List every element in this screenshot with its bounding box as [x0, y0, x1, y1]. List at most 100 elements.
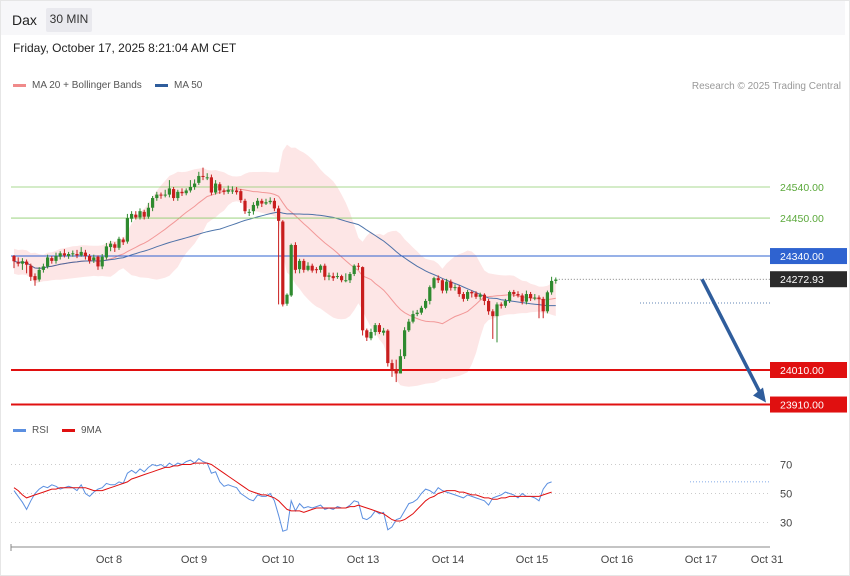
candle-body — [121, 239, 125, 243]
candle-body — [264, 202, 268, 204]
candle-body — [298, 260, 302, 270]
candle-body — [373, 325, 377, 333]
candle-body — [419, 307, 423, 313]
candle-body — [247, 211, 251, 213]
level-label: 24450.00 — [780, 213, 824, 225]
rsi-tick-label: 30 — [780, 518, 792, 530]
x-tick-label: Oct 10 — [262, 554, 294, 566]
candle-body — [365, 330, 369, 338]
x-tick-label: Oct 16 — [601, 554, 633, 566]
candle-body — [205, 177, 209, 179]
candle-body — [394, 370, 398, 374]
rsi-line — [13, 458, 552, 532]
candle-body — [104, 246, 108, 258]
level-value: 23910.00 — [780, 400, 824, 412]
candle-body — [235, 190, 239, 193]
candle-body — [209, 177, 213, 193]
candle-body — [293, 245, 297, 270]
candle-body — [176, 191, 180, 199]
candle-body — [251, 204, 255, 212]
candle-body — [520, 295, 524, 302]
candle-body — [550, 280, 554, 293]
candle-body — [407, 321, 411, 331]
research-credit: Research © 2025 Trading Central — [691, 81, 841, 92]
candle-body — [62, 253, 66, 256]
candle-body — [310, 265, 314, 271]
level-tag — [770, 362, 847, 378]
candle-body — [109, 243, 113, 248]
candle-body — [125, 218, 129, 242]
candle-body — [16, 262, 20, 264]
level-value: 24450.00 — [780, 213, 824, 225]
candle-body — [482, 294, 486, 301]
candle-body — [277, 208, 281, 221]
candle-body — [281, 221, 285, 305]
candle-body — [541, 298, 545, 312]
candle-body — [398, 356, 402, 374]
candle-body — [113, 244, 117, 248]
legend-label: MA 20 + Bollinger Bands — [32, 80, 142, 91]
last-price-tag — [770, 271, 847, 288]
candle-body — [386, 330, 390, 364]
candle-body — [503, 300, 507, 306]
candle-body — [382, 330, 386, 333]
candle-body — [314, 269, 318, 271]
candle-body — [256, 200, 260, 206]
candle-body — [470, 291, 474, 294]
candle-body — [327, 275, 331, 277]
candle-body — [222, 190, 226, 192]
candle-body — [508, 291, 512, 301]
candle-body — [180, 191, 184, 194]
level-tag — [770, 396, 847, 413]
candle-body — [197, 175, 201, 183]
candle-body — [117, 238, 121, 248]
level-value: 24340.00 — [780, 251, 824, 263]
legend-item-9ma: 9MA — [62, 425, 102, 436]
candle-body — [167, 188, 171, 195]
symbol-name: Dax — [12, 12, 37, 28]
candle-body — [516, 294, 520, 296]
candle-body — [46, 257, 50, 267]
candle-body — [71, 253, 75, 255]
candle-body — [331, 276, 335, 279]
candle-body — [302, 260, 306, 270]
candle-body — [20, 261, 24, 264]
candle-body — [415, 312, 419, 315]
candle-body — [487, 300, 491, 312]
last-price-value: 24272.93 — [780, 274, 824, 286]
candle-body — [411, 314, 415, 322]
level-label: 24340.00 — [770, 248, 847, 265]
candle-body — [533, 297, 537, 299]
level-label: 24010.00 — [770, 362, 847, 378]
candle-body — [285, 294, 289, 304]
candle-body — [188, 187, 192, 191]
candle-body — [159, 194, 163, 196]
x-tick-label: Oct 31 — [751, 554, 783, 566]
candle-body — [289, 245, 293, 296]
level-tag — [770, 248, 847, 265]
candle-body — [239, 191, 243, 201]
candle-body — [54, 256, 58, 261]
candle-body — [230, 190, 234, 192]
legend-item-ma50: MA 50 — [155, 80, 202, 91]
candle-body — [12, 256, 16, 262]
level-value: 24540.00 — [780, 182, 824, 194]
candle-body — [491, 311, 495, 317]
candle-body — [37, 269, 41, 280]
candle-body — [474, 293, 478, 297]
candle-body — [445, 281, 449, 291]
candle-body — [440, 280, 444, 291]
candle-body — [461, 294, 465, 299]
candle-body — [335, 276, 339, 278]
legend-label: 9MA — [81, 425, 102, 436]
candle-body — [79, 251, 83, 256]
legend-item-rsi: RSI — [13, 425, 49, 436]
candle-body — [260, 200, 264, 204]
candle-body — [428, 287, 432, 301]
candle-body — [436, 278, 440, 281]
interval-selector[interactable]: 30 MIN — [46, 8, 92, 32]
candle-body — [319, 265, 323, 270]
x-tick-label: Oct 14 — [432, 554, 464, 566]
candle-body — [306, 265, 310, 270]
